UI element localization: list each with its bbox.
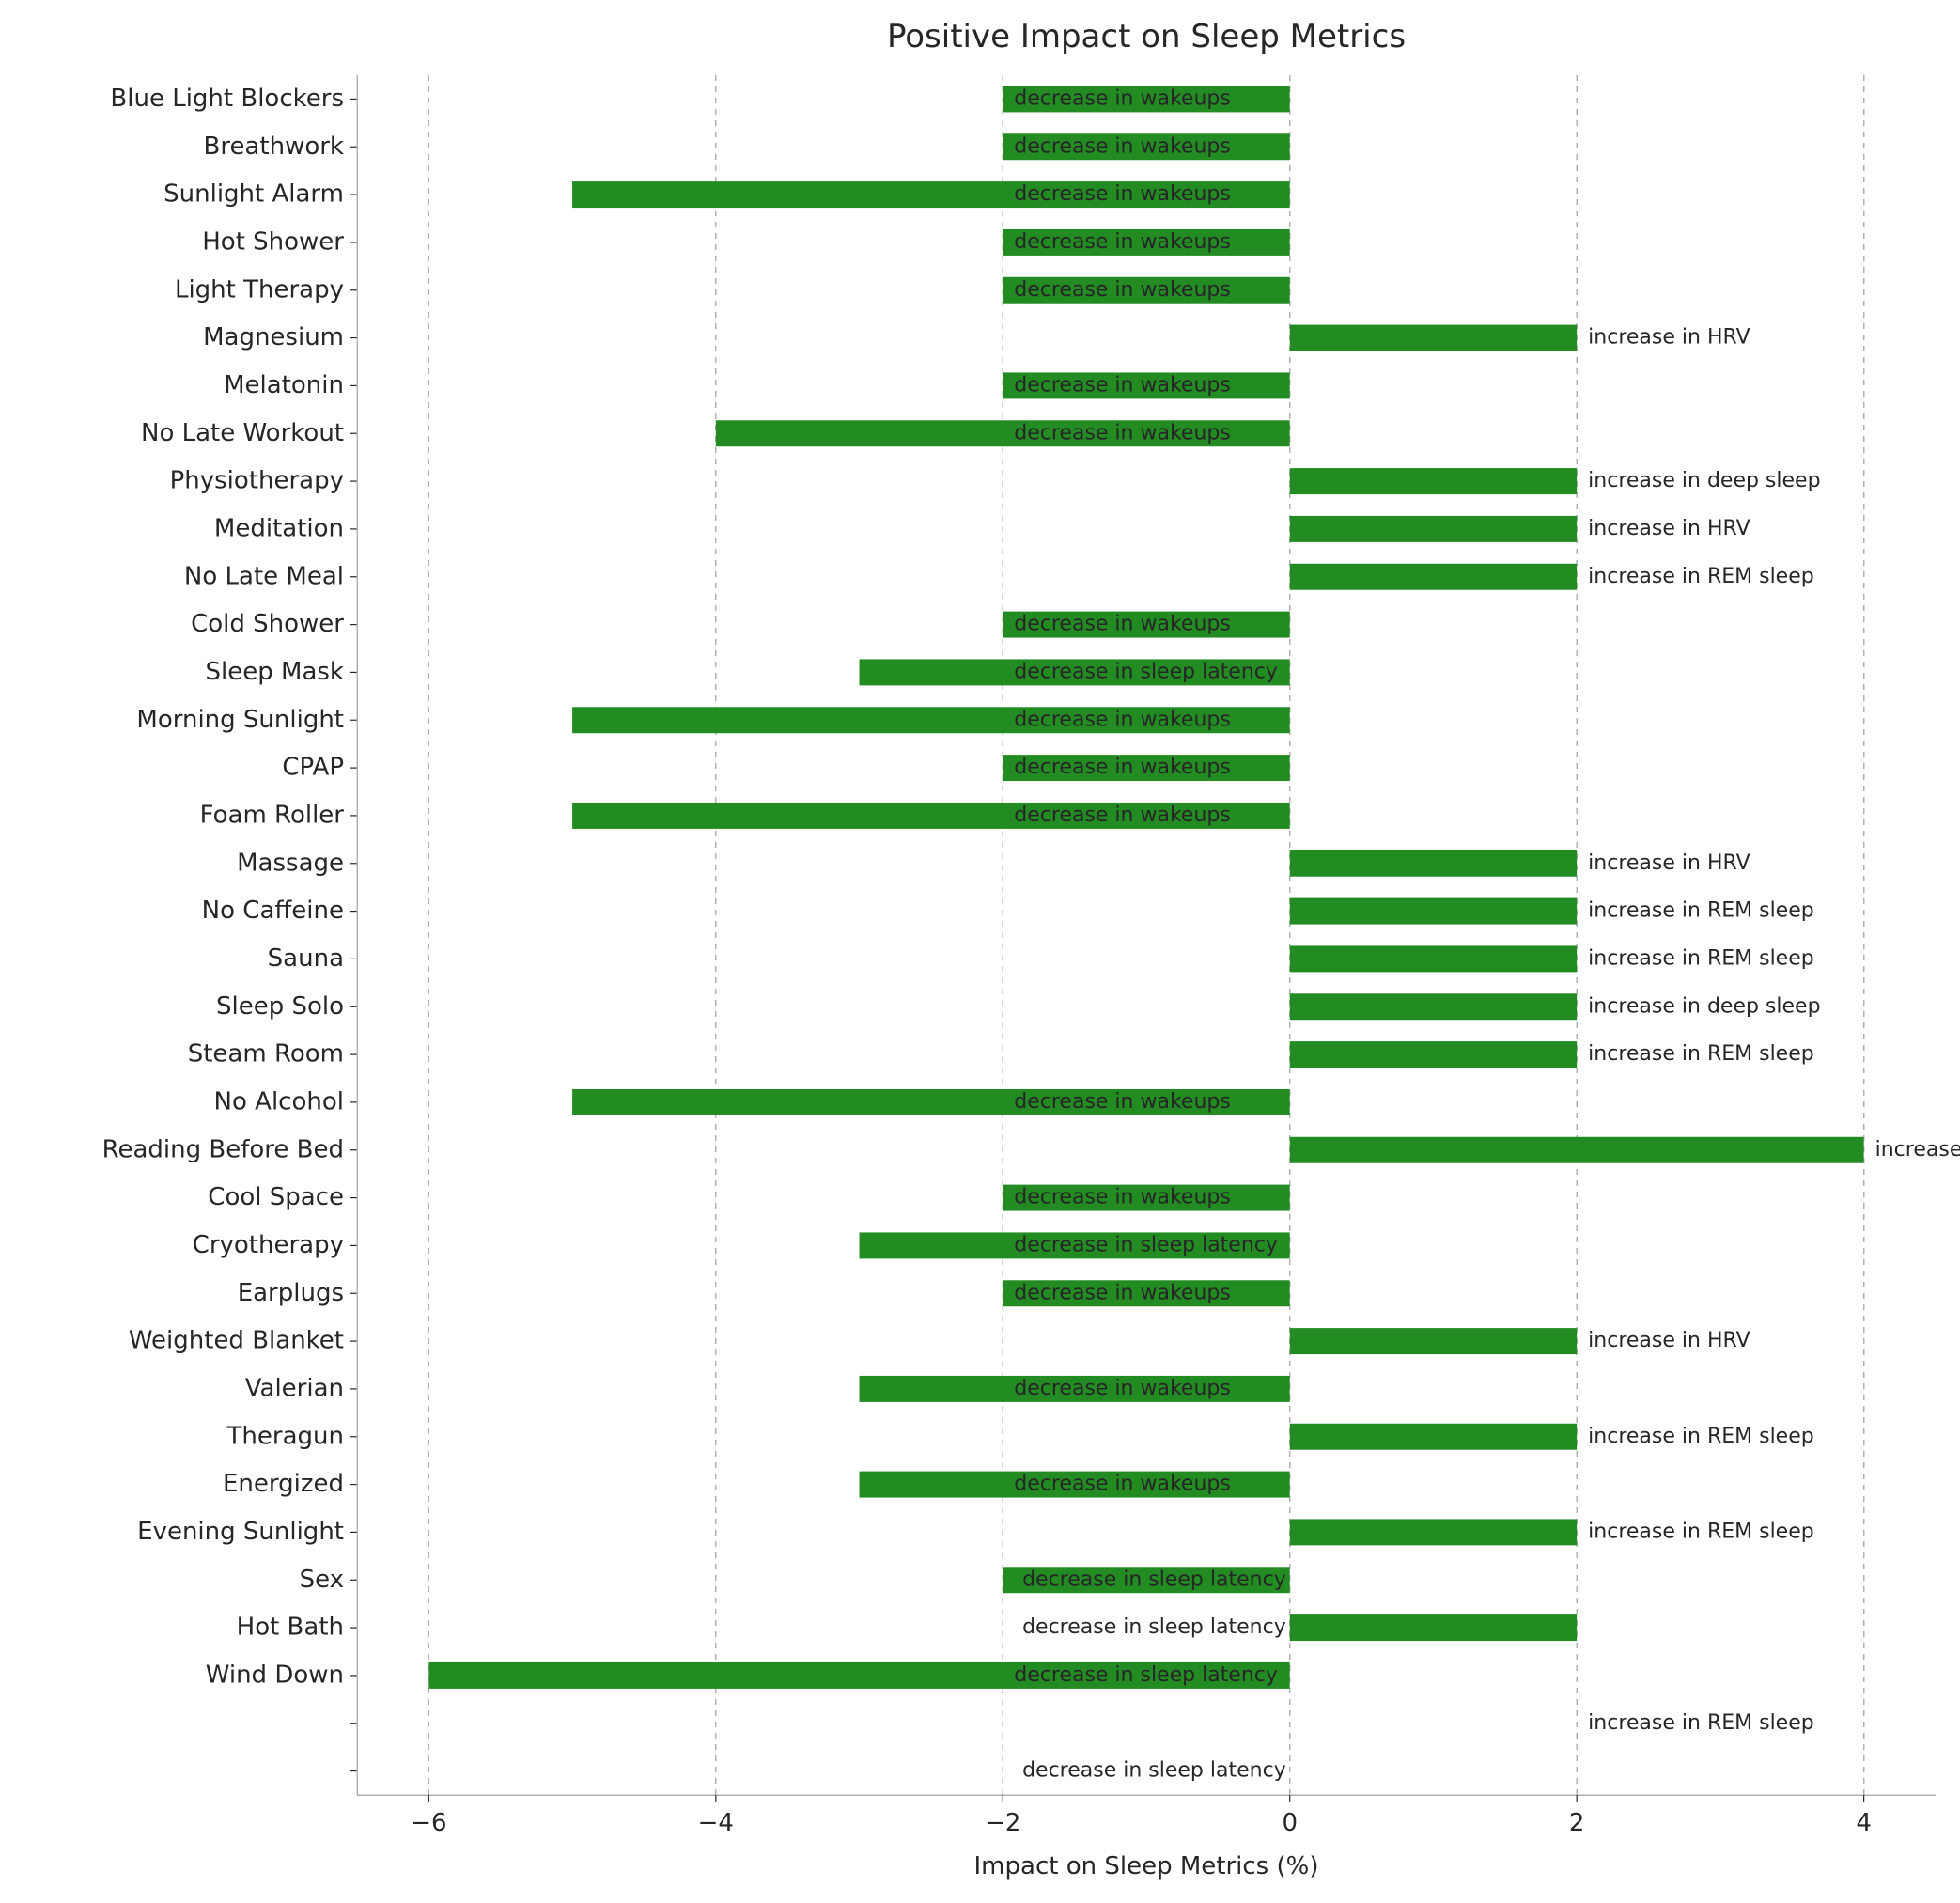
bar: [1290, 1424, 1577, 1450]
y-tick-label: Blue Light Blockers: [110, 85, 344, 113]
bar-annotation: increase in deep sleep: [1588, 994, 1820, 1018]
y-tick-label: No Alcohol: [214, 1087, 344, 1115]
y-tick-label: Reading Before Bed: [102, 1135, 344, 1163]
bar-annotation: decrease in wakeups: [1014, 803, 1231, 827]
y-tick-label: Energized: [223, 1470, 344, 1498]
x-tick-label: 4: [1856, 1809, 1872, 1837]
bar: [1290, 898, 1577, 925]
y-tick-label: Valerian: [245, 1374, 344, 1402]
bar-annotation: increase in HRV: [1588, 517, 1750, 540]
bar: [1290, 468, 1577, 494]
bar-annotation: increase in deep sleep: [1588, 469, 1820, 492]
y-tick-label: No Late Workout: [141, 419, 344, 447]
bar-annotation: increase in HRV: [1588, 1329, 1750, 1352]
bar-annotation: decrease in wakeups: [1014, 134, 1231, 158]
y-axis: Blue Light Blockers Breathwork Sunlight Al…: [102, 85, 357, 1771]
x-tick-label: −6: [411, 1809, 446, 1837]
bar-annotation: decrease in wakeups: [1014, 421, 1231, 445]
y-tick-label: Sleep Solo: [216, 992, 344, 1021]
bar: [1290, 516, 1577, 542]
y-tick-label: Sauna: [268, 944, 344, 973]
y-tick-label: Breathwork: [204, 133, 344, 161]
bar: [1290, 325, 1577, 351]
y-tick-label: No Caffeine: [202, 897, 344, 925]
bar-annotation: increase in REM sleep: [1588, 946, 1814, 970]
y-tick-label: Steam Room: [188, 1040, 344, 1068]
y-tick-label: Foam Roller: [200, 801, 345, 829]
bar-annotation: decrease in wakeups: [1014, 1473, 1231, 1496]
chart-container: Positive Impact on Sleep Metrics Blue Lig…: [0, 0, 1960, 1903]
x-tick-label: −2: [985, 1809, 1020, 1837]
x-axis-label: Impact on Sleep Metrics (%): [974, 1852, 1319, 1880]
bar-annotation: increase in REM sleep: [1588, 1520, 1814, 1543]
bar-annotation: decrease in sleep latency: [1014, 1233, 1278, 1256]
y-tick-label: Sex: [300, 1566, 344, 1594]
bar-annotation: decrease in sleep latency: [1014, 1663, 1278, 1687]
y-tick-label: Massage: [237, 849, 344, 877]
bar: [1290, 993, 1577, 1020]
bar-annotation: increase in REM sleep: [1588, 899, 1814, 923]
x-axis: −6 −4 −2 0 2 4: [411, 1795, 1872, 1837]
bar-annotation: decrease in wakeups: [1014, 1281, 1231, 1304]
y-tick-label: Cold Shower: [191, 610, 344, 638]
bar-annotation: decrease in wakeups: [1014, 708, 1231, 731]
sleep-metrics-chart: Positive Impact on Sleep Metrics Blue Lig…: [0, 0, 1960, 1903]
y-tick-label: Melatonin: [224, 371, 344, 399]
bar-annotation: increase in HRV: [1875, 1138, 1960, 1162]
x-tick-label: 2: [1569, 1809, 1585, 1837]
bar-annotation: decrease in wakeups: [1014, 613, 1231, 636]
bar: [1290, 945, 1577, 972]
bar-annotation: decrease in wakeups: [1014, 1090, 1231, 1114]
y-tick-label: Morning Sunlight: [136, 706, 344, 734]
bar-annotation: decrease in wakeups: [1014, 182, 1231, 206]
bar-annotation: increase in HRV: [1588, 851, 1750, 875]
bar: [1290, 1041, 1577, 1068]
y-tick-label: Physiotherapy: [170, 467, 344, 495]
y-tick-label: Theragun: [226, 1422, 344, 1450]
y-tick-label: Cryotherapy: [193, 1231, 344, 1259]
bar: [1290, 564, 1577, 590]
bar-annotation: decrease in wakeups: [1014, 86, 1231, 110]
bar-annotation: decrease in wakeups: [1014, 230, 1231, 254]
bar-annotation: decrease in wakeups: [1014, 756, 1231, 779]
bar-annotation: decrease in sleep latency: [1022, 1759, 1286, 1783]
y-tick-label: Hot Shower: [202, 227, 344, 256]
y-tick-label: No Late Meal: [184, 562, 344, 590]
y-tick-label: Evening Sunlight: [137, 1518, 344, 1546]
y-tick-label: CPAP: [282, 754, 344, 782]
y-tick-label: Magnesium: [203, 323, 344, 351]
y-tick-label: Meditation: [214, 514, 344, 542]
y-tick-label: Cool Space: [208, 1183, 344, 1211]
bar: [1290, 1519, 1577, 1545]
bar-annotation: decrease in sleep latency: [1014, 660, 1278, 683]
bar-annotation: decrease in wakeups: [1014, 1186, 1231, 1209]
bar-annotation: increase in REM sleep: [1588, 1425, 1814, 1448]
bar-annotation: increase in HRV: [1588, 326, 1750, 350]
y-tick-label: Earplugs: [238, 1279, 344, 1307]
bar-annotation: decrease in sleep latency: [1022, 1568, 1286, 1591]
bar: [1290, 850, 1577, 877]
bar-annotation: decrease in wakeups: [1014, 1377, 1231, 1400]
x-tick-label: −4: [698, 1809, 734, 1837]
bar-annotation: decrease in sleep latency: [1022, 1615, 1286, 1639]
bar: [1290, 1328, 1577, 1354]
x-tick-label: 0: [1282, 1809, 1298, 1837]
bar-annotation: decrease in wakeups: [1014, 373, 1231, 397]
y-tick-label: Wind Down: [206, 1661, 344, 1689]
chart-title: Positive Impact on Sleep Metrics: [887, 18, 1406, 55]
y-tick-label: Light Therapy: [175, 275, 344, 304]
y-tick-label: Hot Bath: [237, 1614, 344, 1642]
bar: [1290, 1137, 1864, 1163]
bar-annotation: increase in REM sleep: [1588, 565, 1814, 588]
y-tick-label: Weighted Blanket: [129, 1327, 344, 1355]
bar-annotation: increase in REM sleep: [1588, 1042, 1814, 1066]
y-tick-label: Sunlight Alarm: [163, 180, 344, 209]
bar-annotation: increase in REM sleep: [1588, 1711, 1814, 1735]
bar-annotation: decrease in wakeups: [1014, 278, 1231, 302]
bar: [1290, 1614, 1577, 1641]
y-tick-label: Sleep Mask: [206, 658, 344, 686]
